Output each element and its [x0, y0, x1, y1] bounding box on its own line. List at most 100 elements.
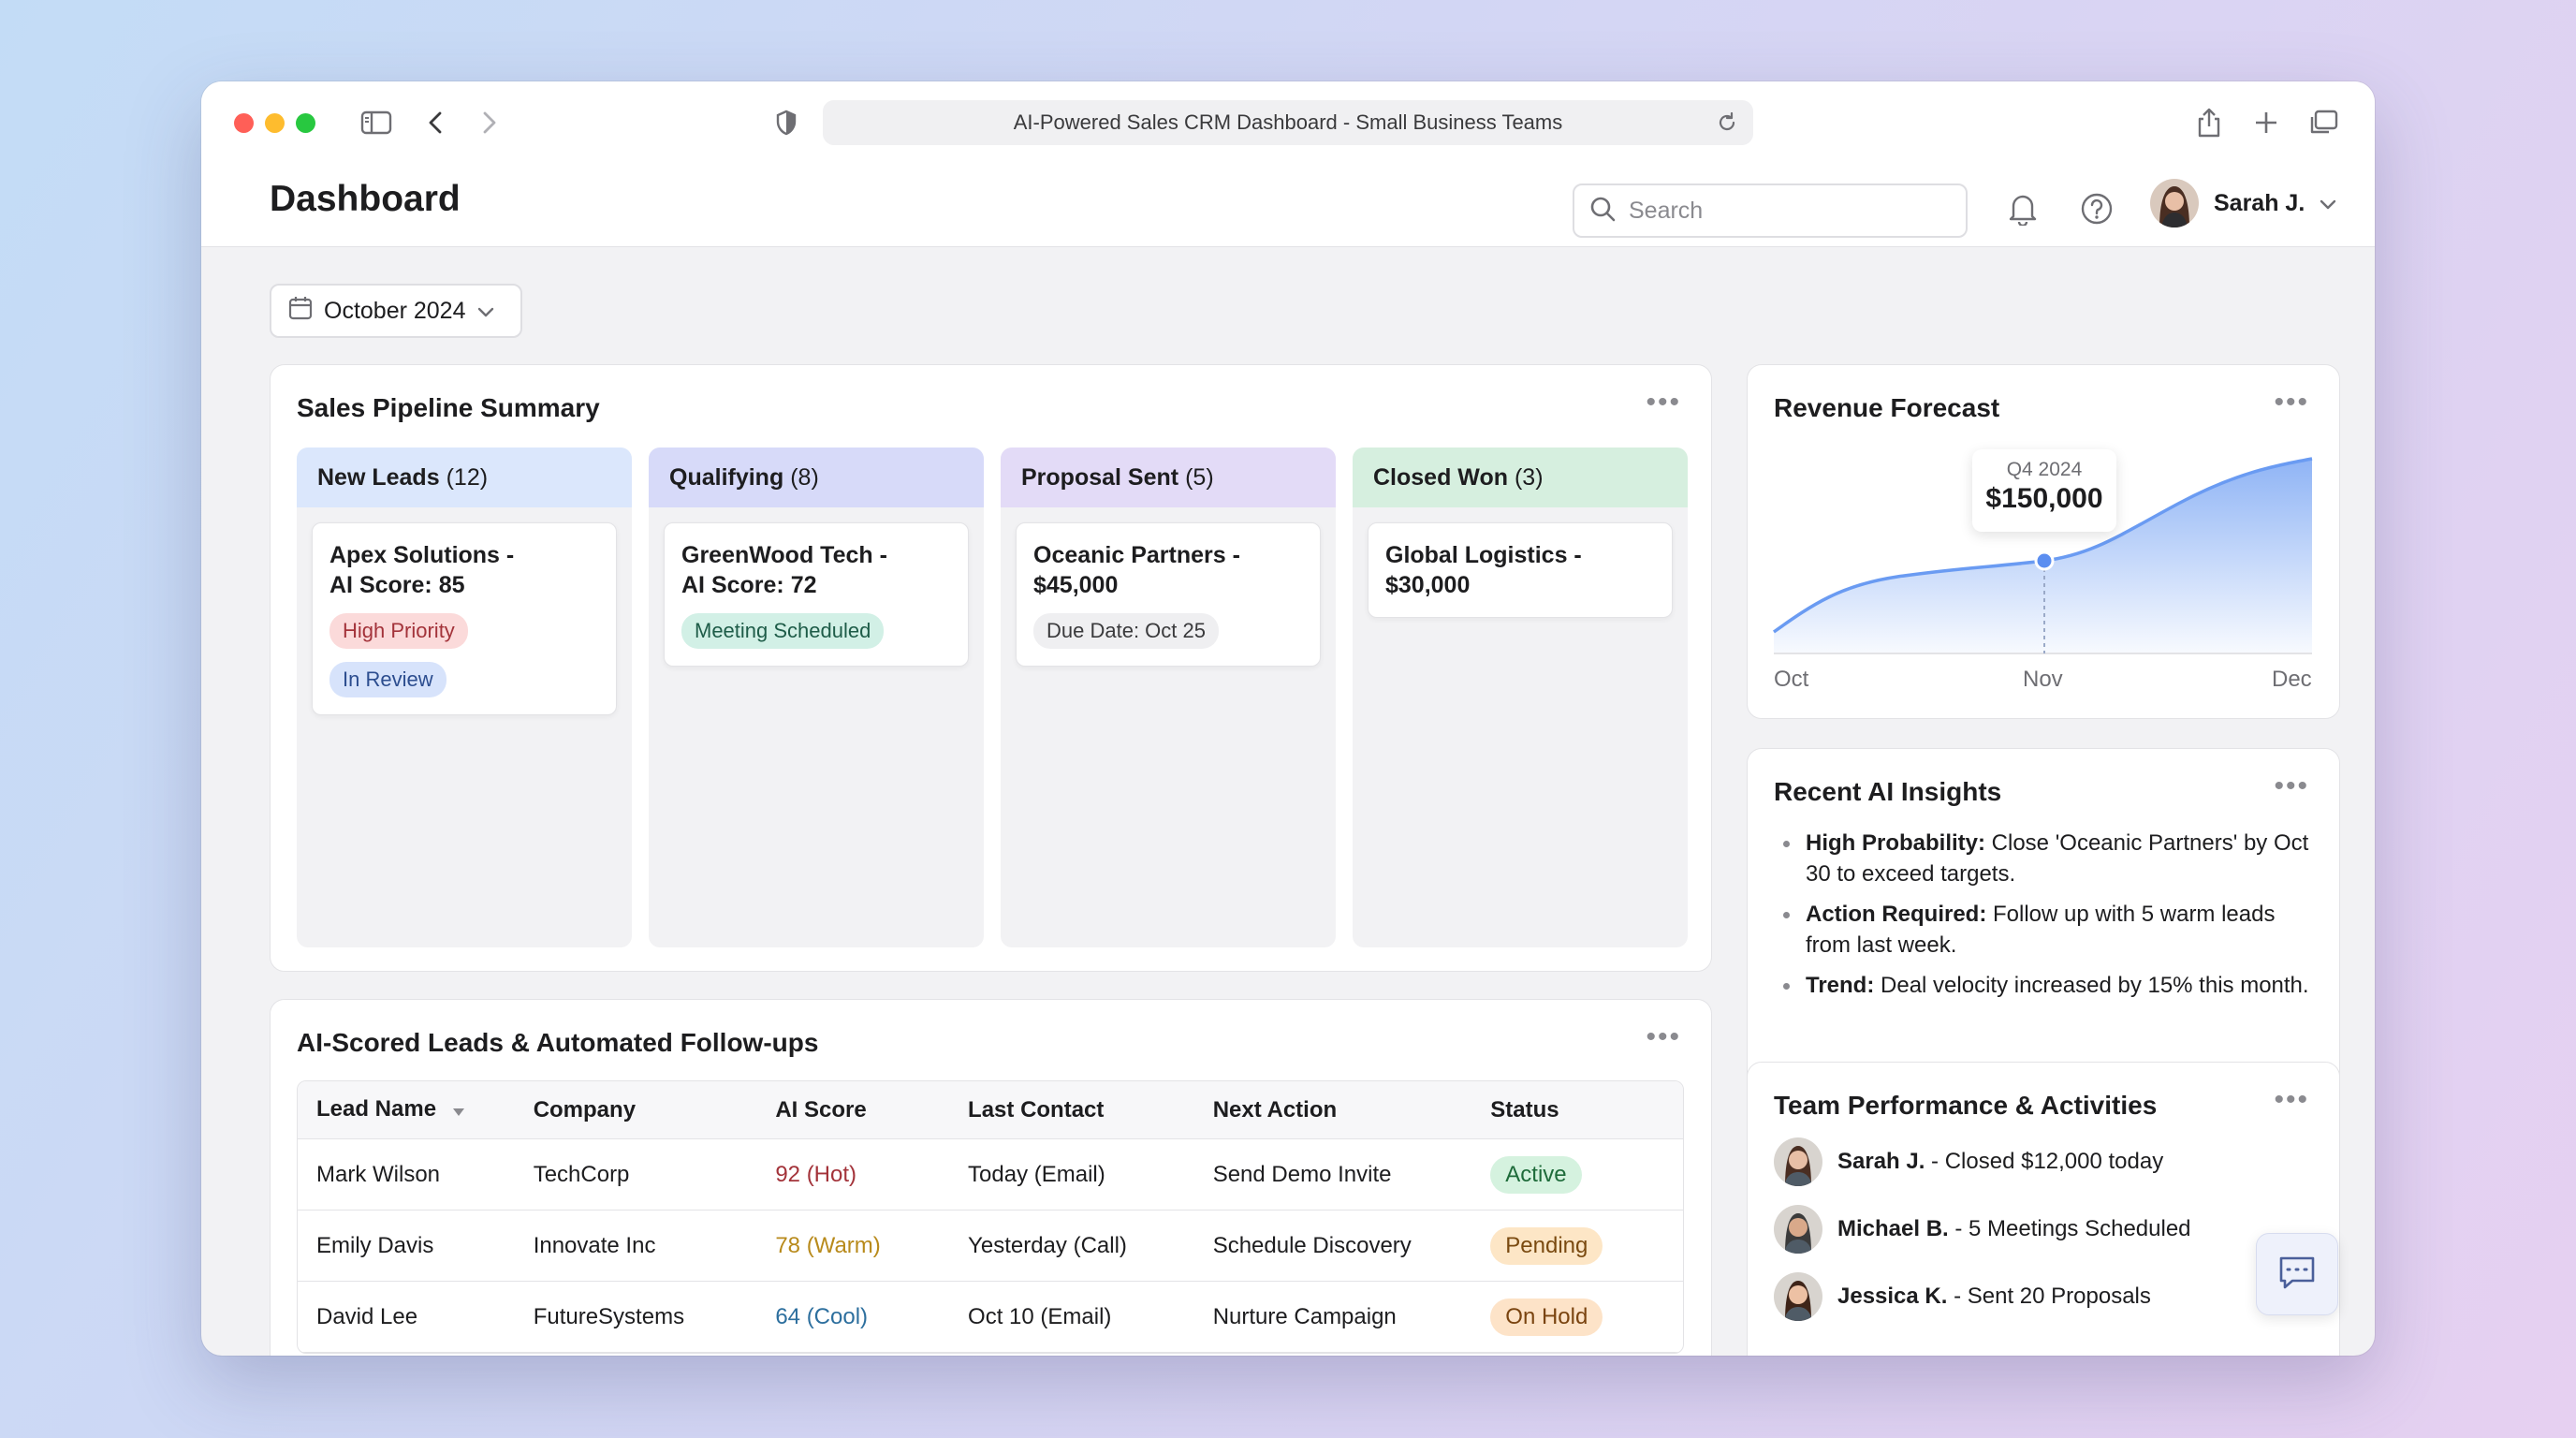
pipeline-column-proposal-sent: Proposal Sent (5) Oceanic Partners - $45,00…: [1001, 448, 1336, 947]
team-member-row[interactable]: Jessica K. - Sent 20 Proposals: [1774, 1272, 2151, 1321]
minimize-window-button[interactable]: [265, 113, 285, 133]
forecast-area: [1774, 459, 2312, 653]
new-tab-icon[interactable]: [2247, 102, 2285, 143]
last-contact-cell: Yesterday (Call): [968, 1232, 1127, 1258]
maximize-window-button[interactable]: [296, 113, 315, 133]
insight-label: Action Required:: [1806, 902, 1987, 927]
tag-row: High Priority: [329, 600, 599, 649]
member-avatar: [1774, 1272, 1822, 1321]
axis-label-oct: Oct: [1774, 667, 1809, 692]
status-cell: On Hold: [1490, 1298, 1683, 1336]
chevron-down-icon: [477, 298, 494, 325]
tag-row: In Review: [329, 649, 599, 697]
status-badge: On Hold: [1490, 1298, 1603, 1336]
sort-down-icon[interactable]: [452, 1097, 465, 1123]
deal-subtitle: AI Score: 72: [681, 572, 817, 598]
team-member-row[interactable]: Sarah J. - Closed $12,000 today: [1774, 1137, 2163, 1186]
deal-title: Global Logistics -: [1385, 542, 1582, 568]
chat-icon: [2277, 1255, 2317, 1295]
deal-subtitle: $45,000: [1033, 572, 1119, 598]
notification-bell-icon[interactable]: [2007, 192, 2039, 230]
table-row[interactable]: Emily Davis Innovate Inc 78 (Warm) Yesterda…: [298, 1211, 1683, 1282]
chat-assistant-button[interactable]: [2256, 1233, 2338, 1315]
sidebar-toggle-icon[interactable]: [356, 102, 397, 143]
company-cell: FutureSystems: [533, 1303, 685, 1329]
insight-label: High Probability:: [1806, 830, 1985, 856]
deal-card[interactable]: GreenWood Tech - AI Score: 72 Meeting Sche…: [664, 522, 969, 667]
member-avatar: [1774, 1137, 1822, 1186]
column-name: New Leads: [317, 463, 440, 491]
deal-card[interactable]: Oceanic Partners - $45,000 Due Date: Oct 2…: [1016, 522, 1321, 667]
month-picker[interactable]: October 2024: [270, 284, 522, 338]
search-input[interactable]: [1629, 197, 1928, 225]
lead-name-cell: David Lee: [316, 1303, 418, 1329]
close-window-button[interactable]: [234, 113, 254, 133]
search-box[interactable]: [1573, 183, 1968, 238]
member-name: Jessica K.: [1837, 1284, 1948, 1309]
more-options-icon[interactable]: •••: [2274, 387, 2309, 418]
share-icon[interactable]: [2190, 102, 2228, 143]
pipeline-column-new-leads: New Leads (12) Apex Solutions - AI Score: 8…: [297, 448, 632, 947]
deal-card[interactable]: Apex Solutions - AI Score: 85 High Priorit…: [312, 522, 617, 715]
more-options-icon[interactable]: •••: [2274, 770, 2309, 801]
column-header-status[interactable]: Status: [1490, 1096, 1559, 1123]
insight-text: Follow up with 5 warm leads from last we…: [1806, 902, 2276, 958]
next-action-cell: Schedule Discovery: [1212, 1232, 1412, 1258]
column-header: Qualifying (8): [649, 448, 984, 507]
forward-icon[interactable]: [473, 102, 506, 143]
status-badge: Active: [1490, 1155, 1582, 1194]
insight-item: Action Required: Follow up with 5 warm l…: [1774, 899, 2326, 961]
column-count: (5): [1185, 463, 1214, 491]
card-title: Sales Pipeline Summary: [297, 393, 600, 422]
member-activity-text: - 5 Meetings Scheduled: [1948, 1216, 2191, 1241]
last-contact-cell: Today (Email): [968, 1161, 1105, 1187]
privacy-shield-icon[interactable]: [769, 102, 803, 143]
table-row[interactable]: Mark Wilson TechCorp 92 (Hot) Today (Email)…: [298, 1139, 1683, 1211]
tab-overview-icon[interactable]: [2305, 102, 2342, 143]
table-row[interactable]: David Lee FutureSystems 64 (Cool) Oct 10 (E…: [298, 1282, 1683, 1353]
column-header-lead-name[interactable]: Lead Name: [298, 1096, 534, 1123]
browser-window: AI-Powered Sales CRM Dashboard - Small B…: [201, 81, 2375, 1356]
insights-list: High Probability: Close 'Oceanic Partner…: [1774, 828, 2326, 1010]
help-icon[interactable]: [2080, 192, 2114, 230]
team-member-row[interactable]: Michael B. - 5 Meetings Scheduled: [1774, 1205, 2191, 1254]
column-header: Proposal Sent (5): [1001, 448, 1336, 507]
pipeline-column-closed-won: Closed Won (3) Global Logistics - $30,000: [1353, 448, 1688, 947]
more-options-icon[interactable]: •••: [2274, 1084, 2309, 1115]
app-header: Dashboard Sarah J.: [201, 158, 2375, 247]
leads-table-card: AI-Scored Leads & Automated Follow-ups •…: [270, 999, 1712, 1356]
deal-title: Apex Solutions -: [329, 542, 515, 568]
user-menu[interactable]: Sarah J.: [2150, 179, 2336, 227]
column-count: (8): [790, 463, 819, 491]
reload-icon[interactable]: [1716, 111, 1738, 139]
address-bar-title: AI-Powered Sales CRM Dashboard - Small B…: [1013, 110, 1563, 134]
card-title: Team Performance & Activities: [1774, 1091, 2158, 1120]
company-cell: Innovate Inc: [533, 1232, 656, 1258]
tooltip-label: Q4 2024: [2006, 459, 2083, 480]
deal-card[interactable]: Global Logistics - $30,000: [1368, 522, 1673, 618]
column-header-next-action[interactable]: Next Action: [1212, 1096, 1338, 1123]
team-performance-card: Team Performance & Activities ••• Sarah …: [1747, 1062, 2340, 1356]
more-options-icon[interactable]: •••: [1646, 1021, 1681, 1052]
more-options-icon[interactable]: •••: [1646, 387, 1681, 418]
column-header-ai-score[interactable]: AI Score: [775, 1096, 867, 1123]
next-action-cell: Send Demo Invite: [1212, 1161, 1392, 1187]
column-name: Closed Won: [1373, 463, 1508, 491]
column-header-last-contact[interactable]: Last Contact: [968, 1096, 1105, 1123]
deal-title: Oceanic Partners -: [1033, 542, 1240, 568]
insight-text: Deal velocity increased by 15% this mont…: [1874, 973, 2309, 998]
member-activity: Jessica K. - Sent 20 Proposals: [1837, 1284, 2151, 1310]
column-count: (3): [1514, 463, 1544, 491]
back-icon[interactable]: [418, 102, 452, 143]
member-name: Michael B.: [1837, 1216, 1949, 1241]
column-header-company[interactable]: Company: [533, 1096, 637, 1123]
ai-score-cell: 92 (Hot): [775, 1161, 857, 1187]
address-bar[interactable]: AI-Powered Sales CRM Dashboard - Small B…: [823, 100, 1753, 145]
column-header: New Leads (12): [297, 448, 632, 507]
ai-score-cell: 78 (Warm): [775, 1232, 881, 1258]
tag-row: Meeting Scheduled: [681, 600, 951, 649]
axis-label-dec: Dec: [2272, 667, 2312, 692]
member-name: Sarah J.: [1837, 1149, 1925, 1174]
member-activity: Sarah J. - Closed $12,000 today: [1837, 1149, 2163, 1175]
table-header-row: Lead Name Company AI Score Last Contact …: [298, 1081, 1683, 1139]
